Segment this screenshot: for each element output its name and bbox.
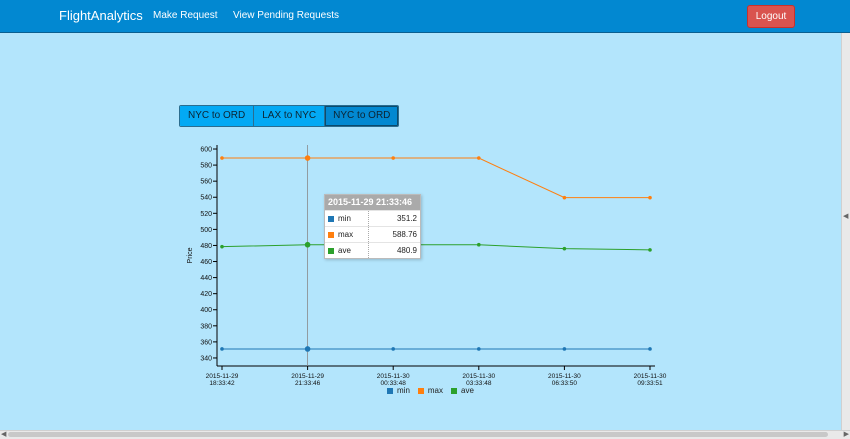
vertical-scrollbar[interactable]: ◀ xyxy=(841,33,850,431)
y-tick-label: 340 xyxy=(200,355,212,362)
legend-label: ave xyxy=(461,386,474,395)
y-tick-label: 460 xyxy=(200,259,212,266)
min-legend-icon xyxy=(387,388,393,394)
data-point-max[interactable] xyxy=(648,195,652,200)
scroll-right-icon[interactable]: ▶ xyxy=(843,431,849,438)
tooltip-series-name: ave xyxy=(338,246,351,255)
route-button-lax-nyc[interactable]: LAX to NYC xyxy=(254,106,326,126)
tooltip-value: 588.76 xyxy=(392,230,417,239)
ave-legend-icon xyxy=(451,388,458,394)
brand-logo[interactable]: FlightAnalytics xyxy=(59,8,143,23)
y-tick-label: 580 xyxy=(200,163,212,170)
data-point-max[interactable] xyxy=(477,156,481,160)
x-tick-label: 09:33:51 xyxy=(637,380,663,387)
tooltip-row-ave: ave 480.9 xyxy=(325,242,420,258)
legend-label: min xyxy=(397,386,410,395)
y-tick-label: 560 xyxy=(200,179,212,186)
tooltip-value: 480.9 xyxy=(396,246,417,255)
x-tick-label: 06:33:50 xyxy=(552,380,578,387)
legend-item-ave[interactable]: ave xyxy=(451,386,474,395)
route-button-nyc-ord-1[interactable]: NYC to ORD xyxy=(180,106,255,126)
max-legend-icon xyxy=(417,388,424,394)
y-axis-label: Price xyxy=(187,247,194,263)
nav-view-pending-requests[interactable]: View Pending Requests xyxy=(233,10,339,21)
data-point-max[interactable] xyxy=(304,155,311,161)
y-tick-label: 440 xyxy=(200,275,212,282)
data-point-min[interactable] xyxy=(304,346,311,352)
data-point-min[interactable] xyxy=(391,347,396,351)
data-point-min[interactable] xyxy=(562,347,567,351)
tooltip-row-min: min 351.2 xyxy=(325,210,420,226)
x-tick-label: 2015-11-30 xyxy=(462,373,495,380)
scroll-left-icon[interactable]: ◀ xyxy=(1,431,7,438)
nav-make-request[interactable]: Make Request xyxy=(153,10,218,21)
tooltip-series-name: max xyxy=(338,230,354,239)
data-point-ave[interactable] xyxy=(477,242,481,247)
tooltip-row-max: max 588.76 xyxy=(325,226,420,242)
ave-swatch-icon xyxy=(328,248,334,254)
y-tick-label: 360 xyxy=(200,339,212,346)
y-tick-label: 540 xyxy=(200,195,212,202)
x-tick-label: 03:33:48 xyxy=(466,380,492,387)
x-tick-label: 00:33:48 xyxy=(381,380,407,387)
x-tick-label: 18:33:42 xyxy=(209,380,235,387)
data-point-min[interactable] xyxy=(220,347,224,351)
y-tick-label: 520 xyxy=(200,211,212,218)
legend-item-max[interactable]: max xyxy=(417,386,444,395)
legend-label: max xyxy=(427,386,444,395)
logout-button[interactable]: Logout xyxy=(747,5,795,28)
chart-tooltip: 2015-11-29 21:33:46 min 351.2 max 588.76… xyxy=(324,194,421,259)
route-selector: NYC to ORD LAX to NYC NYC to ORD xyxy=(179,105,400,127)
x-tick-label: 2015-11-29 xyxy=(206,373,239,380)
data-point-min[interactable] xyxy=(648,347,652,351)
route-button-nyc-ord-2[interactable]: NYC to ORD xyxy=(325,106,399,126)
data-point-min[interactable] xyxy=(477,347,481,351)
series-line-ave xyxy=(221,244,651,251)
scroll-grip-icon: ◀ xyxy=(843,213,849,220)
chart-legend: min max ave xyxy=(387,386,482,395)
horizontal-scroll-thumb[interactable] xyxy=(8,432,828,437)
series-line-max xyxy=(222,157,650,199)
data-point-ave[interactable] xyxy=(304,241,311,248)
navbar: FlightAnalytics Make Request View Pendin… xyxy=(0,0,850,33)
y-tick-label: 600 xyxy=(200,147,212,154)
data-point-ave[interactable] xyxy=(562,246,567,251)
x-tick-label: 2015-11-30 xyxy=(548,373,581,380)
data-point-max[interactable] xyxy=(220,156,224,160)
data-point-max[interactable] xyxy=(391,156,396,160)
y-tick-label: 500 xyxy=(200,227,212,234)
tooltip-series-name: min xyxy=(338,214,351,223)
y-tick-label: 480 xyxy=(200,243,212,250)
tooltip-value: 351.2 xyxy=(396,214,417,223)
legend-item-min[interactable]: min xyxy=(387,386,410,395)
y-tick-label: 400 xyxy=(200,307,212,314)
min-swatch-icon xyxy=(328,216,334,222)
x-tick-label: 2015-11-30 xyxy=(377,373,410,380)
x-tick-label: 21:33:46 xyxy=(295,380,321,387)
tooltip-title: 2015-11-29 21:33:46 xyxy=(325,195,420,210)
y-tick-label: 420 xyxy=(200,291,212,298)
max-swatch-icon xyxy=(328,232,334,238)
y-tick-label: 380 xyxy=(200,323,212,330)
x-tick-label: 2015-11-29 xyxy=(291,373,324,380)
x-tick-label: 2015-11-30 xyxy=(634,373,667,380)
data-point-max[interactable] xyxy=(562,195,567,200)
data-point-ave[interactable] xyxy=(220,244,224,249)
data-point-ave[interactable] xyxy=(648,248,652,252)
horizontal-scrollbar[interactable]: ◀ ▶ xyxy=(0,430,850,439)
